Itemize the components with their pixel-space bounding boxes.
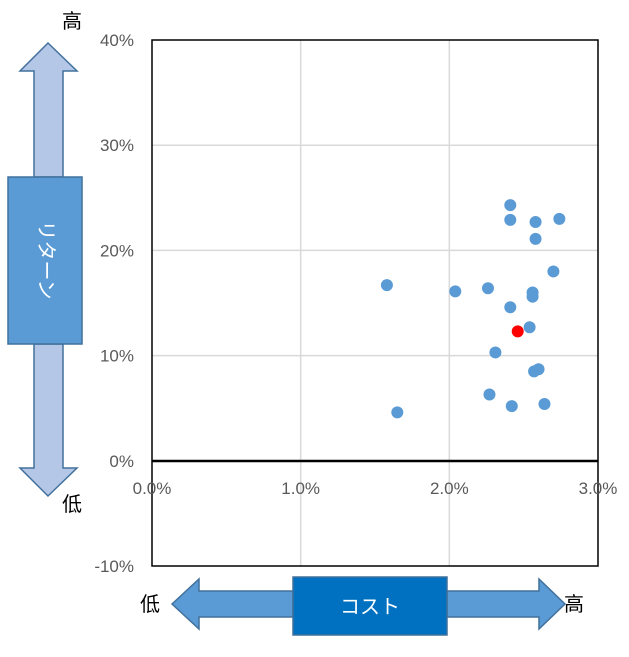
return-high-label: 高 bbox=[62, 9, 82, 33]
data-point bbox=[380, 279, 393, 292]
return-label: リターン bbox=[35, 221, 59, 300]
plot-area-border bbox=[151, 39, 599, 567]
data-point bbox=[505, 400, 518, 413]
data-point bbox=[526, 290, 539, 303]
tick-labels: 0.0% 1.0% 2.0% 3.0% 40% 30% 20% 10% 0% -10% bbox=[94, 31, 617, 576]
return-arrow-down bbox=[18, 343, 79, 498]
cost-arrow-left bbox=[170, 577, 294, 631]
return-arrow-up bbox=[18, 41, 79, 178]
data-point bbox=[483, 388, 496, 401]
cost-label: コスト bbox=[340, 595, 400, 619]
x-tick-label: 0.0% bbox=[133, 479, 172, 498]
data-point bbox=[504, 301, 517, 314]
highlight-data-point bbox=[511, 325, 524, 338]
y-tick-label: 0% bbox=[109, 452, 134, 471]
data-point bbox=[449, 285, 462, 298]
data-point bbox=[532, 363, 545, 376]
data-point bbox=[523, 321, 536, 334]
return-low-label: 低 bbox=[62, 492, 82, 516]
data-point bbox=[391, 406, 404, 419]
cost-arrow-right bbox=[446, 577, 567, 631]
y-tick-label: -10% bbox=[94, 557, 134, 576]
cost-arrow: コスト bbox=[170, 576, 567, 636]
y-tick-label: 30% bbox=[100, 136, 134, 155]
x-tick-label: 2.0% bbox=[430, 479, 469, 498]
y-tick-label: 10% bbox=[100, 347, 134, 366]
data-point bbox=[553, 212, 566, 225]
y-tick-label: 20% bbox=[100, 241, 134, 260]
y-tick-label: 40% bbox=[100, 31, 134, 50]
data-point bbox=[529, 215, 542, 228]
data-point bbox=[538, 397, 551, 410]
grid-lines bbox=[152, 40, 598, 566]
cost-high-label: 高 bbox=[564, 592, 584, 616]
cost-low-label: 低 bbox=[140, 592, 160, 616]
data-points bbox=[380, 199, 566, 419]
data-point bbox=[504, 213, 517, 226]
data-point bbox=[489, 346, 502, 359]
x-tick-label: 1.0% bbox=[281, 479, 320, 498]
cost-label-box bbox=[292, 576, 448, 636]
data-point bbox=[547, 265, 560, 278]
data-point bbox=[504, 199, 517, 212]
data-point bbox=[481, 282, 494, 295]
data-point bbox=[529, 232, 542, 245]
return-arrow: リターン bbox=[7, 41, 83, 498]
return-label-box bbox=[7, 176, 83, 345]
x-tick-label: 3.0% bbox=[579, 479, 618, 498]
